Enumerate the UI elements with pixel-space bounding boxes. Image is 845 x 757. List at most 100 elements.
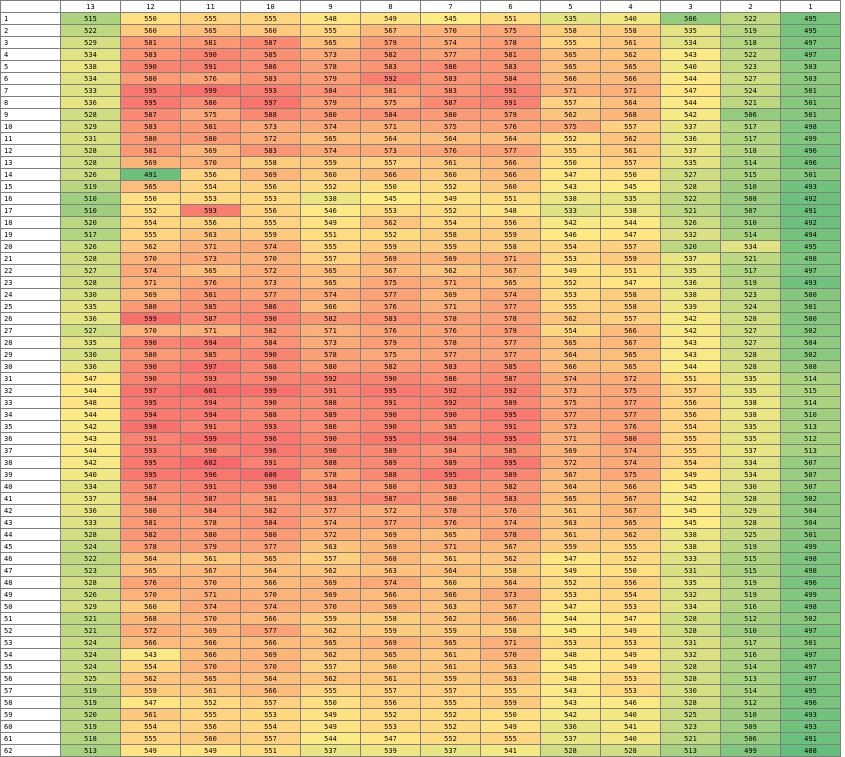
- heatmap-cell: 521: [60, 612, 121, 625]
- table-row: 55 524 554 570 570 557 560 561 563 545 549 528 514 49…: [0, 660, 841, 673]
- row-header: 1: [0, 12, 61, 25]
- heatmap-cell: 543: [540, 696, 601, 709]
- heatmap-cell: 549: [120, 744, 181, 757]
- column-header: 10: [240, 0, 301, 13]
- heatmap-cell: 585: [420, 420, 481, 433]
- heatmap-cell: 510: [60, 204, 121, 217]
- heatmap-cell: 549: [300, 216, 361, 229]
- heatmap-cell: 578: [180, 516, 241, 529]
- heatmap-cell: 576: [180, 72, 241, 85]
- heatmap-cell: 572: [240, 132, 301, 145]
- heatmap-cell: 534: [60, 48, 121, 61]
- row-header: 58: [0, 696, 61, 709]
- heatmap-cell: 586: [240, 300, 301, 313]
- heatmap-cell: 602: [180, 456, 241, 469]
- heatmap-cell: 539: [360, 744, 421, 757]
- heatmap-cell: 548: [60, 396, 121, 409]
- heatmap-cell: 577: [420, 348, 481, 361]
- heatmap-cell: 574: [300, 288, 361, 301]
- heatmap-cell: 576: [420, 516, 481, 529]
- heatmap-cell: 565: [300, 264, 361, 277]
- heatmap-cell: 517: [720, 264, 781, 277]
- heatmap-cell: 579: [480, 108, 541, 121]
- heatmap-cell: 543: [120, 648, 181, 661]
- heatmap-cell: 570: [240, 660, 301, 673]
- row-header: 31: [0, 372, 61, 385]
- heatmap-cell: 554: [120, 216, 181, 229]
- heatmap-cell: 561: [180, 552, 241, 565]
- heatmap-cell: 522: [60, 24, 121, 37]
- heatmap-cell: 526: [60, 240, 121, 253]
- heatmap-cell: 570: [240, 252, 301, 265]
- table-row: 31 547 590 593 590 592 590 586 587 574 572 551 535 51…: [0, 372, 841, 385]
- heatmap-cell: 525: [60, 672, 121, 685]
- heatmap-cell: 528: [600, 744, 661, 757]
- table-row: 2 522 560 565 560 555 567 570 575 558 558 535 519 495: [0, 24, 841, 37]
- heatmap-cell: 545: [660, 480, 721, 493]
- heatmap-cell: 498: [780, 120, 841, 133]
- heatmap-cell: 536: [660, 132, 721, 145]
- heatmap-cell: 560: [300, 168, 361, 181]
- heatmap-cell: 535: [660, 576, 721, 589]
- heatmap-cell: 497: [780, 648, 841, 661]
- heatmap-cell: 565: [540, 48, 601, 61]
- heatmap-cell: 593: [180, 372, 241, 385]
- heatmap-cell: 577: [360, 288, 421, 301]
- heatmap-cell: 589: [360, 456, 421, 469]
- heatmap-cell: 557: [600, 120, 661, 133]
- table-row: 30 536 590 597 588 580 582 583 585 566 565 544 528 50…: [0, 360, 841, 373]
- heatmap-cell: 567: [480, 264, 541, 277]
- heatmap-cell: 528: [720, 492, 781, 505]
- heatmap-cell: 496: [780, 576, 841, 589]
- heatmap-cell: 560: [480, 180, 541, 193]
- table-row: 35 542 598 591 593 586 590 585 591 573 576 554 535 51…: [0, 420, 841, 433]
- table-row: 24 530 569 581 577 574 577 569 574 553 558 538 523 50…: [0, 288, 841, 301]
- heatmap-cell: 589: [300, 408, 361, 421]
- heatmap-cell: 567: [360, 264, 421, 277]
- table-row: 7 533 595 599 593 584 581 583 591 571 571 547 524 501: [0, 84, 841, 97]
- heatmap-cell: 543: [660, 48, 721, 61]
- table-row: 41 537 584 587 581 583 587 580 583 565 567 542 528 50…: [0, 492, 841, 505]
- heatmap-cell: 572: [540, 456, 601, 469]
- row-header: 3: [0, 36, 61, 49]
- heatmap-cell: 554: [660, 456, 721, 469]
- heatmap-cell: 549: [600, 624, 661, 637]
- heatmap-cell: 557: [360, 684, 421, 697]
- heatmap-cell: 533: [660, 552, 721, 565]
- heatmap-cell: 589: [480, 468, 541, 481]
- heatmap-cell: 542: [60, 420, 121, 433]
- heatmap-cell: 566: [600, 324, 661, 337]
- heatmap-cell: 522: [660, 192, 721, 205]
- heatmap-cell: 556: [180, 216, 241, 229]
- heatmap-body: 1 515 550 555 555 548 549 545 551 535 540 506 522 495…: [0, 12, 841, 757]
- heatmap-cell: 535: [720, 420, 781, 433]
- heatmap-cell: 549: [420, 192, 481, 205]
- heatmap-cell: 565: [540, 492, 601, 505]
- heatmap-cell: 567: [180, 564, 241, 577]
- heatmap-cell: 526: [60, 168, 121, 181]
- heatmap-cell: 501: [780, 300, 841, 313]
- heatmap-cell: 595: [120, 456, 181, 469]
- heatmap-cell: 566: [360, 588, 421, 601]
- heatmap-cell: 522: [720, 12, 781, 25]
- heatmap-cell: 576: [480, 504, 541, 517]
- heatmap-cell: 576: [360, 300, 421, 313]
- heatmap-cell: 510: [780, 408, 841, 421]
- heatmap-cell: 524: [60, 648, 121, 661]
- heatmap-cell: 563: [480, 660, 541, 673]
- heatmap-cell: 580: [120, 132, 181, 145]
- heatmap-cell: 565: [600, 348, 661, 361]
- row-header: 60: [0, 720, 61, 733]
- heatmap-cell: 554: [540, 324, 601, 337]
- heatmap-cell: 553: [540, 588, 601, 601]
- heatmap-cell: 591: [120, 432, 181, 445]
- heatmap-cell: 514: [720, 660, 781, 673]
- heatmap-cell: 564: [480, 576, 541, 589]
- heatmap-cell: 559: [420, 672, 481, 685]
- heatmap-cell: 566: [420, 588, 481, 601]
- heatmap-cell: 496: [780, 696, 841, 709]
- heatmap-cell: 566: [480, 612, 541, 625]
- heatmap-cell: 563: [180, 228, 241, 241]
- heatmap-cell: 566: [540, 72, 601, 85]
- heatmap-cell: 576: [180, 276, 241, 289]
